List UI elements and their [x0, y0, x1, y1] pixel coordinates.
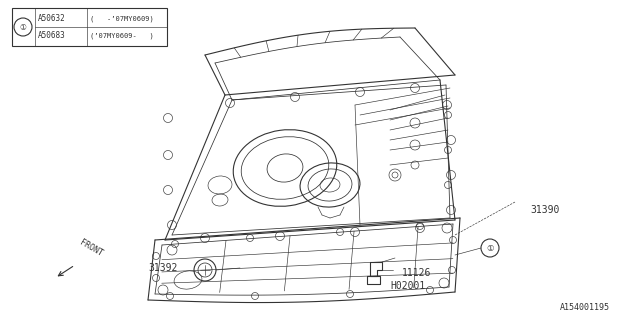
Text: 11126: 11126: [402, 268, 431, 278]
Text: ①: ①: [20, 22, 26, 31]
Text: (’07MY0609-   ): (’07MY0609- ): [90, 33, 154, 39]
Text: (   -’07MY0609): ( -’07MY0609): [90, 15, 154, 21]
Text: A154001195: A154001195: [560, 303, 610, 312]
Circle shape: [14, 18, 32, 36]
Circle shape: [481, 239, 499, 257]
Text: 31392: 31392: [148, 263, 177, 273]
Text: ①: ①: [486, 244, 493, 252]
Text: A50632: A50632: [38, 14, 66, 23]
Text: A50683: A50683: [38, 31, 66, 40]
Text: FRONT: FRONT: [78, 238, 104, 258]
Bar: [12, 8, 167, 46]
Text: 31390: 31390: [530, 205, 559, 215]
Text: H02001: H02001: [390, 281, 425, 291]
